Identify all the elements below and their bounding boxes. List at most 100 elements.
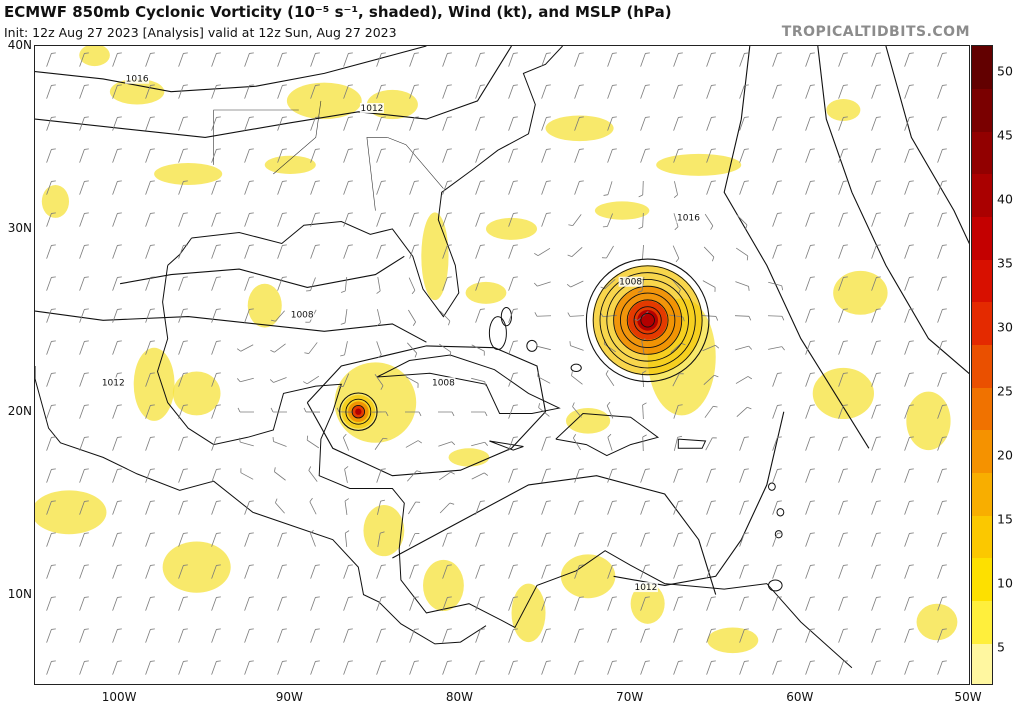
wind-barb	[178, 372, 188, 387]
wind-barb	[46, 532, 56, 547]
wind-barb	[310, 84, 320, 99]
wind-barb	[638, 180, 644, 198]
wind-barb	[838, 244, 848, 259]
wind-barb	[145, 628, 155, 643]
wind-barb	[706, 84, 716, 99]
wind-barb	[145, 468, 155, 483]
wind-barb	[937, 52, 947, 67]
wind-barb	[735, 247, 749, 261]
isobar-label: 1012	[102, 378, 125, 388]
wind-barb	[79, 212, 89, 227]
cyclone-isobar-ring	[619, 292, 676, 348]
wind-barb	[508, 436, 518, 451]
wind-barb	[112, 628, 122, 643]
wind-barb	[244, 116, 254, 131]
wind-barb	[343, 244, 353, 259]
wind-barb	[703, 374, 719, 385]
wind-barb	[937, 276, 947, 291]
wind-barb	[343, 564, 353, 579]
wind-barb	[475, 148, 485, 163]
wind-barb	[79, 148, 89, 163]
wind-barb	[702, 344, 720, 352]
wind-barb	[607, 564, 617, 579]
wind-barb	[277, 116, 287, 131]
wind-barb	[376, 52, 386, 67]
wind-barb	[768, 346, 785, 351]
wind-barb	[838, 596, 848, 611]
wind-barb	[145, 84, 155, 99]
wind-barb	[772, 468, 782, 483]
wind-barb	[600, 312, 618, 318]
wind-barb	[772, 116, 782, 131]
wind-barb	[673, 148, 683, 163]
wind-barb	[343, 148, 353, 163]
wind-barb	[211, 340, 221, 355]
wind-barb	[112, 180, 122, 195]
wind-barb	[211, 148, 221, 163]
wind-barb	[937, 244, 947, 259]
colorbar-tick-label: 30	[997, 319, 1013, 335]
wind-barb	[178, 564, 188, 579]
wind-barb	[236, 377, 254, 383]
wind-barb	[304, 342, 318, 354]
latitude-label: 20N	[7, 403, 32, 418]
wind-barb	[376, 180, 386, 195]
wind-barb	[904, 404, 914, 419]
wind-barb	[79, 500, 89, 515]
coastlines	[35, 46, 853, 669]
cyclone-isobar-ring	[613, 285, 683, 355]
wind-barb	[871, 596, 881, 611]
wind-barb	[310, 596, 320, 611]
wind-barb	[937, 436, 947, 451]
wind-barb	[772, 532, 782, 547]
wind-barb	[211, 564, 221, 579]
wind-barb	[338, 373, 350, 388]
wind-barb	[471, 472, 489, 480]
wind-barb	[640, 628, 650, 643]
wind-barb	[508, 660, 518, 675]
wind-barb	[46, 564, 56, 579]
wind-barb	[541, 628, 551, 643]
map-canvas: 1016 1012 1016 1008 1008 1012 1008 1012	[35, 46, 969, 675]
wind-barb	[211, 84, 221, 99]
wind-barb	[112, 660, 122, 675]
wind-barb	[376, 468, 386, 483]
wind-barb	[178, 596, 188, 611]
wind-barb	[739, 148, 749, 163]
colorbar-swatch	[972, 131, 992, 175]
wind-barb	[871, 180, 881, 195]
wind-barb	[871, 500, 881, 515]
wind-barb	[310, 660, 320, 675]
isobar-label-bg	[290, 309, 315, 320]
wind-barb	[706, 532, 716, 547]
wind-barb	[937, 372, 947, 387]
isobar-label: 1008	[291, 311, 314, 321]
wind-barb	[442, 52, 452, 67]
colorbar-swatch	[972, 643, 992, 684]
wind-barb	[46, 244, 56, 259]
wind-barb	[46, 116, 56, 131]
wind-barb	[112, 404, 122, 419]
wind-barb	[569, 341, 584, 351]
wind-barb	[904, 180, 914, 195]
wind-barb	[244, 52, 254, 67]
wind-barb	[277, 532, 287, 547]
wind-barb	[145, 436, 155, 451]
wind-barb	[178, 148, 188, 163]
wind-barb	[145, 244, 155, 259]
wind-barb	[735, 376, 753, 384]
wind-barb	[871, 116, 881, 131]
wind-barb	[571, 371, 583, 385]
wind-barb	[79, 276, 89, 291]
wind-barb	[937, 148, 947, 163]
latitude-label: 30N	[7, 220, 32, 235]
cyclone-isobar-ring	[339, 392, 378, 431]
wind-barb	[673, 660, 683, 675]
wind-barb	[343, 628, 353, 643]
wind-barb	[342, 433, 350, 451]
wind-barb	[145, 276, 155, 291]
wind-barb	[211, 628, 221, 643]
wind-barb	[244, 532, 254, 547]
wind-barb	[508, 468, 518, 483]
colorbar-tick-label: 10	[997, 575, 1013, 591]
